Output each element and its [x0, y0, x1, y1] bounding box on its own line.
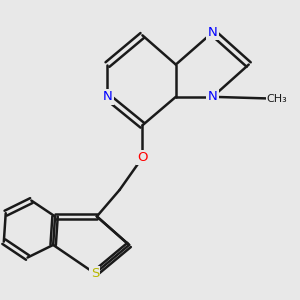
Text: N: N — [208, 90, 218, 103]
Text: N: N — [103, 90, 112, 103]
Text: N: N — [208, 26, 218, 39]
Text: O: O — [137, 151, 148, 164]
Text: S: S — [91, 267, 99, 280]
Text: CH₃: CH₃ — [267, 94, 288, 104]
